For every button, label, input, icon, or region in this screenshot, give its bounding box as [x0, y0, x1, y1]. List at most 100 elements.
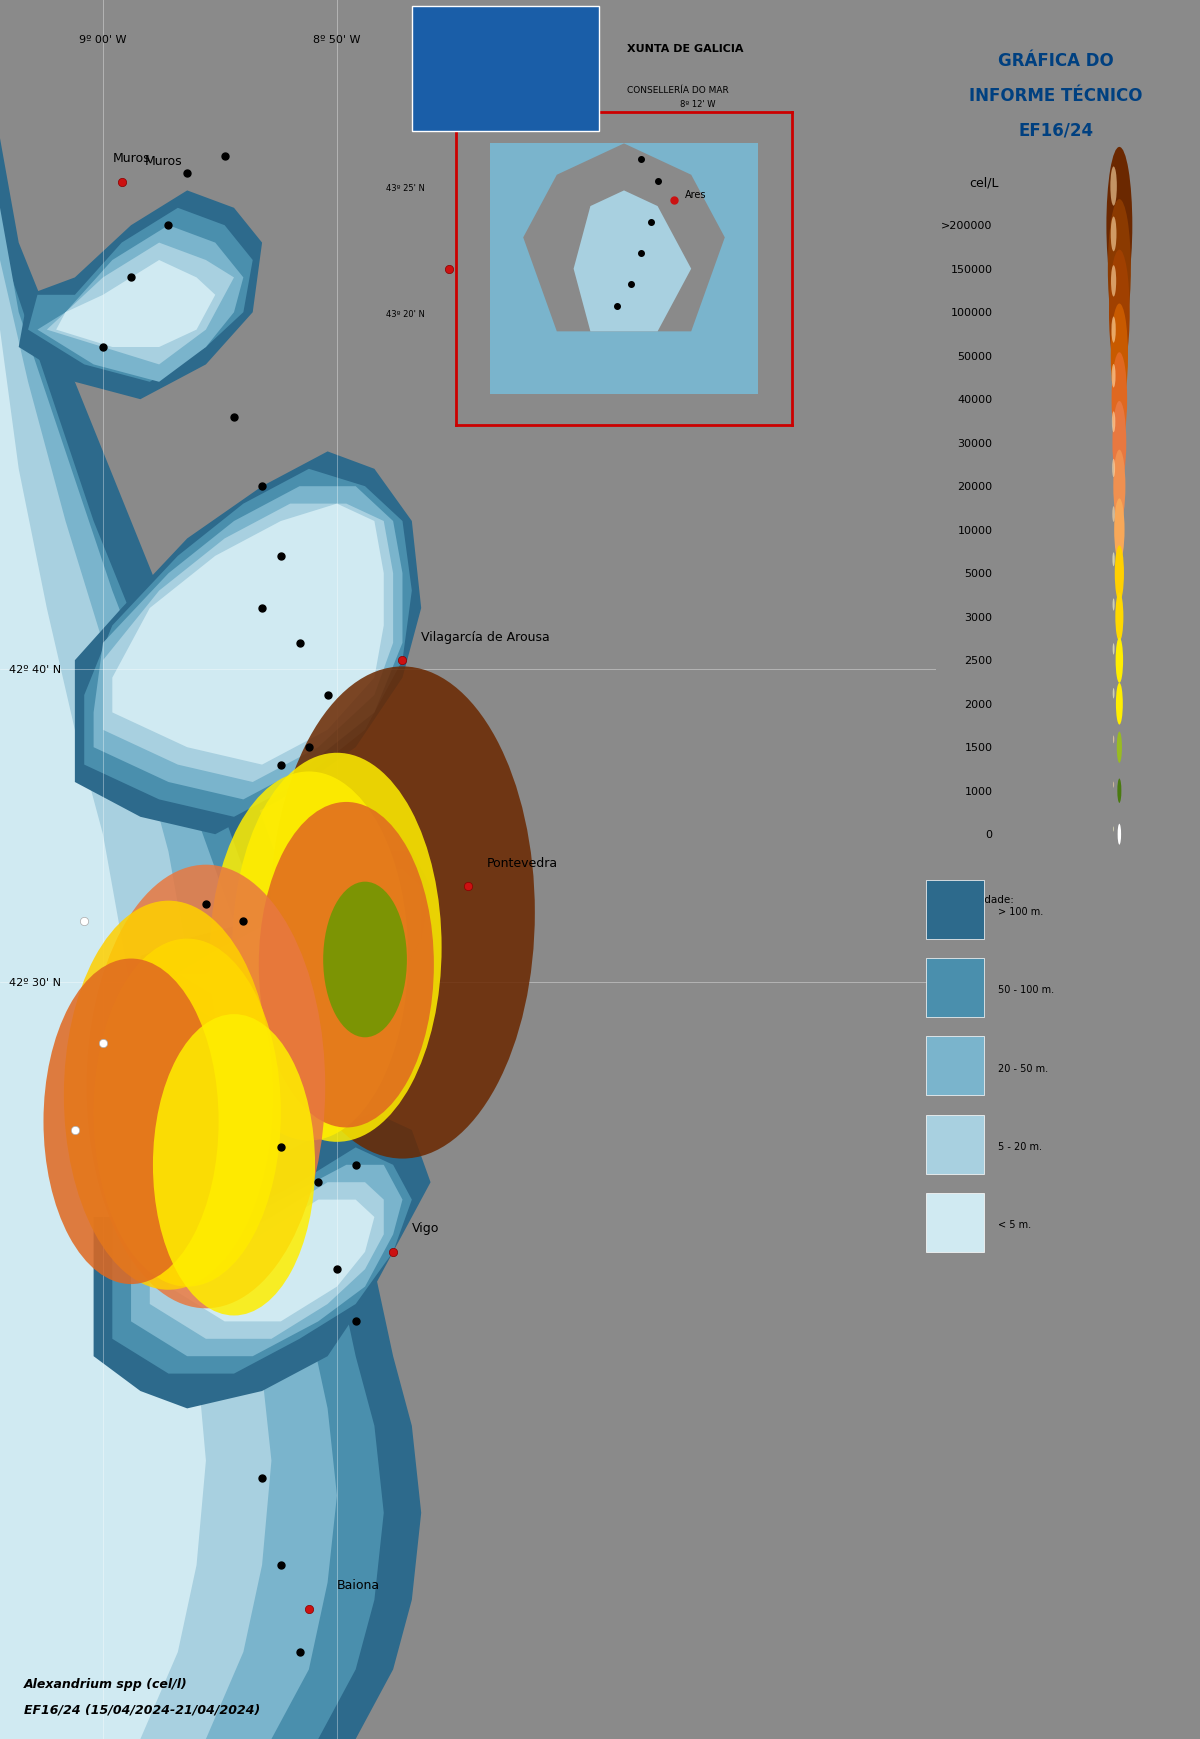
Text: 5 - 20 m.: 5 - 20 m.	[998, 1141, 1043, 1151]
Text: 8º 50' W: 8º 50' W	[313, 35, 361, 45]
Text: Vilagarcía de Arousa: Vilagarcía de Arousa	[421, 631, 550, 643]
Polygon shape	[94, 1113, 431, 1409]
Circle shape	[43, 958, 218, 1285]
Text: > 100 m.: > 100 m.	[998, 906, 1044, 916]
Bar	[926, 880, 984, 939]
Text: 50 - 100 m.: 50 - 100 m.	[998, 984, 1055, 995]
Text: 150000: 150000	[950, 264, 992, 275]
Circle shape	[1117, 779, 1121, 803]
Polygon shape	[94, 487, 402, 800]
Text: 20000: 20000	[958, 482, 992, 492]
Text: Profundidade:: Profundidade:	[941, 894, 1014, 904]
Circle shape	[233, 753, 442, 1143]
Text: >200000: >200000	[941, 221, 992, 231]
Circle shape	[1111, 353, 1127, 447]
Circle shape	[259, 802, 434, 1129]
Text: 0: 0	[985, 830, 992, 840]
Text: Vigo: Vigo	[412, 1223, 439, 1235]
Circle shape	[1116, 683, 1123, 725]
Circle shape	[1111, 266, 1116, 297]
Text: Alexandrium spp (cel/l): Alexandrium spp (cel/l)	[24, 1676, 187, 1690]
Polygon shape	[0, 261, 271, 1739]
Polygon shape	[140, 852, 431, 1096]
Circle shape	[1112, 736, 1115, 744]
Text: Muros: Muros	[113, 153, 150, 165]
Text: Pontevedra: Pontevedra	[487, 857, 558, 870]
Polygon shape	[574, 191, 691, 332]
Circle shape	[1114, 499, 1124, 562]
Polygon shape	[168, 1200, 374, 1322]
Text: Ares: Ares	[468, 240, 496, 252]
Polygon shape	[47, 243, 234, 365]
Circle shape	[1106, 148, 1133, 304]
Text: 8º 17' W: 8º 17' W	[499, 99, 534, 110]
Circle shape	[64, 901, 274, 1290]
Text: 8º 12' W: 8º 12' W	[680, 99, 715, 110]
Text: Muros: Muros	[145, 155, 182, 169]
Circle shape	[152, 1014, 316, 1316]
Text: EF16/24 (15/04/2024-21/04/2024): EF16/24 (15/04/2024-21/04/2024)	[24, 1702, 260, 1716]
Circle shape	[210, 772, 408, 1141]
Polygon shape	[0, 139, 421, 1739]
Polygon shape	[131, 1165, 402, 1356]
Bar	[926, 1036, 984, 1096]
Text: cel/L: cel/L	[970, 176, 998, 190]
Text: EF16/24: EF16/24	[1019, 122, 1093, 139]
Circle shape	[1109, 250, 1129, 376]
Polygon shape	[168, 870, 402, 1043]
Circle shape	[1117, 824, 1121, 845]
Circle shape	[1111, 316, 1116, 343]
Circle shape	[86, 866, 325, 1308]
Circle shape	[1112, 598, 1115, 610]
Bar	[926, 958, 984, 1017]
Polygon shape	[103, 504, 394, 783]
Circle shape	[1112, 459, 1115, 478]
Text: 43º 25' N: 43º 25' N	[386, 184, 425, 193]
Polygon shape	[150, 1183, 384, 1339]
Text: 100000: 100000	[950, 308, 992, 318]
Circle shape	[1112, 412, 1115, 433]
Polygon shape	[0, 330, 206, 1739]
Text: CONSELLERÍA DO MAR: CONSELLERÍA DO MAR	[628, 85, 728, 96]
Circle shape	[1112, 643, 1115, 656]
Text: 5000: 5000	[965, 569, 992, 579]
Polygon shape	[28, 209, 253, 383]
Polygon shape	[490, 144, 758, 395]
Text: XUNTA DE GALICIA: XUNTA DE GALICIA	[628, 43, 744, 54]
Text: 42º 30' N: 42º 30' N	[10, 977, 61, 988]
Text: 2500: 2500	[965, 656, 992, 666]
Text: 30000: 30000	[958, 438, 992, 449]
Circle shape	[1115, 546, 1124, 602]
Polygon shape	[37, 226, 244, 383]
Text: Baiona: Baiona	[337, 1579, 380, 1591]
Polygon shape	[0, 209, 337, 1739]
Polygon shape	[523, 144, 725, 332]
Text: 40000: 40000	[958, 395, 992, 405]
Circle shape	[323, 882, 407, 1038]
Polygon shape	[113, 504, 384, 765]
Polygon shape	[19, 191, 262, 400]
Text: 1500: 1500	[965, 743, 992, 753]
Circle shape	[1112, 402, 1127, 485]
Polygon shape	[0, 243, 384, 1739]
Circle shape	[1115, 593, 1123, 642]
Circle shape	[1112, 553, 1115, 567]
Polygon shape	[56, 261, 215, 348]
Text: 2000: 2000	[965, 699, 992, 710]
Text: 43º 20' N: 43º 20' N	[386, 310, 425, 318]
Polygon shape	[74, 452, 421, 835]
Circle shape	[1114, 450, 1126, 523]
Circle shape	[1110, 167, 1117, 207]
Text: 1000: 1000	[965, 786, 992, 796]
Text: 42º 40' N: 42º 40' N	[10, 664, 61, 675]
Text: 9º 00' W: 9º 00' W	[79, 35, 127, 45]
Text: 10000: 10000	[958, 525, 992, 536]
Polygon shape	[84, 470, 412, 817]
Circle shape	[1108, 200, 1130, 339]
Text: Ares: Ares	[684, 190, 706, 200]
Text: INFORME TÉCNICO: INFORME TÉCNICO	[970, 87, 1142, 104]
Polygon shape	[113, 1148, 412, 1374]
Bar	[926, 1193, 984, 1252]
Polygon shape	[178, 887, 394, 1026]
Circle shape	[1112, 689, 1115, 699]
